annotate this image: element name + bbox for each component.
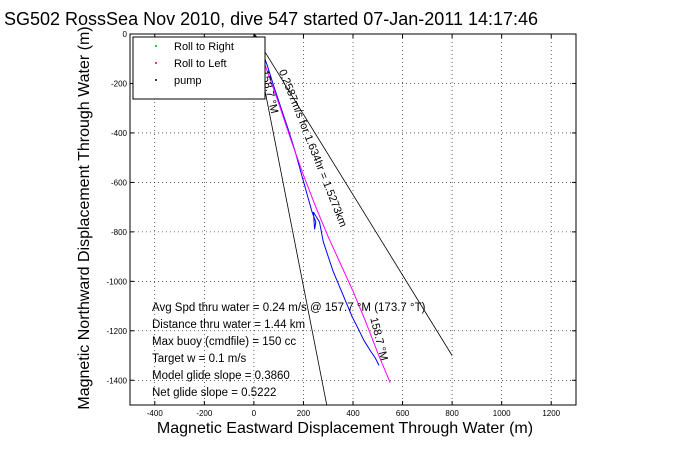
- series-line-3: [253, 34, 328, 405]
- annotation-line-3: Target w = 0.1 m/s: [152, 353, 247, 365]
- legend: Roll to Right Roll to Left pump: [132, 36, 266, 100]
- x-axis-label: Magnetic Eastward Displacement Through W…: [157, 420, 533, 437]
- series-line-0: [253, 34, 380, 366]
- x-tick-label: 400: [346, 409, 360, 418]
- series-line-2: [253, 34, 453, 356]
- x-tick-label: 1200: [542, 409, 560, 418]
- x-tick-label: 1000: [493, 409, 511, 418]
- annotation-line-1: Distance thru water = 1.44 km: [152, 319, 305, 331]
- legend-label-2: pump: [174, 75, 202, 87]
- x-tick-label: 600: [396, 409, 410, 418]
- y-tick-label: -200: [111, 79, 128, 88]
- legend-box: [132, 36, 266, 100]
- legend-marker-2: [155, 79, 157, 81]
- x-tick-label: -200: [196, 409, 213, 418]
- series-line-1: [253, 34, 391, 383]
- annotation-line-0: Avg Spd thru water = 0.24 m/s @ 157.7 °M…: [152, 302, 426, 314]
- plot-frame: [129, 33, 577, 406]
- y-tick-label: -600: [111, 178, 128, 187]
- x-tick-label: 200: [297, 409, 311, 418]
- y-tick-label: -1200: [107, 327, 128, 336]
- legend-label-0: Roll to Right: [174, 41, 234, 53]
- legend-marker-0: [155, 45, 157, 47]
- y-axis-label: Magnetic Northward Displacement Through …: [76, 26, 93, 409]
- annotation-line-4: Model glide slope = 0.3860: [152, 370, 290, 382]
- legend-marker-1: [155, 62, 157, 64]
- series-lines: [253, 34, 453, 405]
- y-tick-label: -1000: [107, 277, 128, 286]
- x-tick-label: 800: [445, 409, 459, 418]
- y-tick-label: 0: [123, 30, 128, 39]
- annotation-line-2: Max buoy (cmdfile) = 150 cc: [152, 336, 296, 348]
- y-tick-label: -400: [111, 129, 128, 138]
- y-tick-label: -1400: [107, 376, 128, 385]
- legend-label-1: Roll to Left: [174, 58, 227, 70]
- x-tick-label: -400: [147, 409, 164, 418]
- y-tick-label: -800: [111, 228, 128, 237]
- annotation-block: Avg Spd thru water = 0.24 m/s @ 157.7 °M…: [152, 302, 426, 399]
- annotation-line-5: Net glide slope = 0.5222: [152, 387, 276, 399]
- x-tick-label: 0: [252, 409, 257, 418]
- chart-title: SG502 RossSea Nov 2010, dive 547 started…: [4, 9, 538, 29]
